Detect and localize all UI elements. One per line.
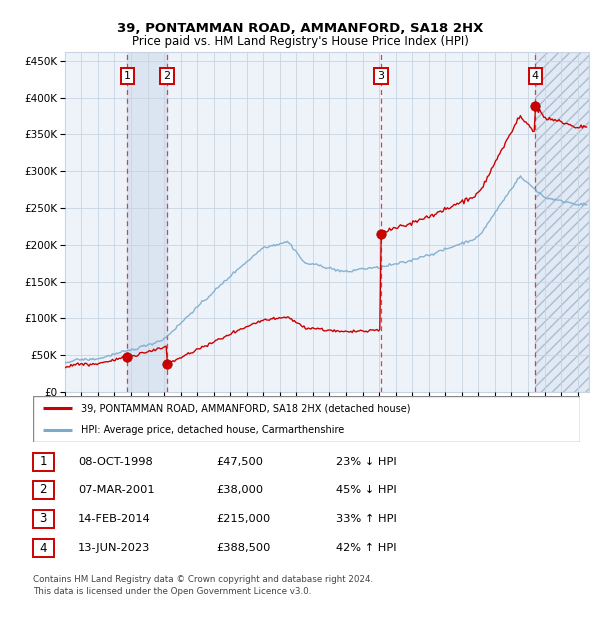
Text: £215,000: £215,000 <box>216 514 270 524</box>
Text: 4: 4 <box>40 542 47 554</box>
Text: 45% ↓ HPI: 45% ↓ HPI <box>336 485 397 495</box>
Text: 39, PONTAMMAN ROAD, AMMANFORD, SA18 2HX (detached house): 39, PONTAMMAN ROAD, AMMANFORD, SA18 2HX … <box>80 403 410 413</box>
Text: 2: 2 <box>40 484 47 496</box>
Text: 3: 3 <box>40 513 47 525</box>
Text: £47,500: £47,500 <box>216 457 263 467</box>
Text: 42% ↑ HPI: 42% ↑ HPI <box>336 543 397 553</box>
Text: 08-OCT-1998: 08-OCT-1998 <box>78 457 153 467</box>
Text: 07-MAR-2001: 07-MAR-2001 <box>78 485 155 495</box>
Text: Price paid vs. HM Land Registry's House Price Index (HPI): Price paid vs. HM Land Registry's House … <box>131 35 469 48</box>
Text: £388,500: £388,500 <box>216 543 271 553</box>
Text: 23% ↓ HPI: 23% ↓ HPI <box>336 457 397 467</box>
Text: 1: 1 <box>40 456 47 468</box>
Text: 33% ↑ HPI: 33% ↑ HPI <box>336 514 397 524</box>
Text: 14-FEB-2014: 14-FEB-2014 <box>78 514 151 524</box>
Text: 2: 2 <box>163 71 170 81</box>
Text: This data is licensed under the Open Government Licence v3.0.: This data is licensed under the Open Gov… <box>33 587 311 596</box>
Text: 1: 1 <box>124 71 131 81</box>
Bar <box>535 52 589 392</box>
Text: Contains HM Land Registry data © Crown copyright and database right 2024.: Contains HM Land Registry data © Crown c… <box>33 575 373 584</box>
Text: 3: 3 <box>377 71 385 81</box>
Text: 39, PONTAMMAN ROAD, AMMANFORD, SA18 2HX: 39, PONTAMMAN ROAD, AMMANFORD, SA18 2HX <box>117 22 483 35</box>
Text: 13-JUN-2023: 13-JUN-2023 <box>78 543 151 553</box>
Bar <box>127 52 167 392</box>
Bar <box>535 52 589 392</box>
Text: 4: 4 <box>532 71 539 81</box>
Text: HPI: Average price, detached house, Carmarthenshire: HPI: Average price, detached house, Carm… <box>80 425 344 435</box>
Text: £38,000: £38,000 <box>216 485 263 495</box>
